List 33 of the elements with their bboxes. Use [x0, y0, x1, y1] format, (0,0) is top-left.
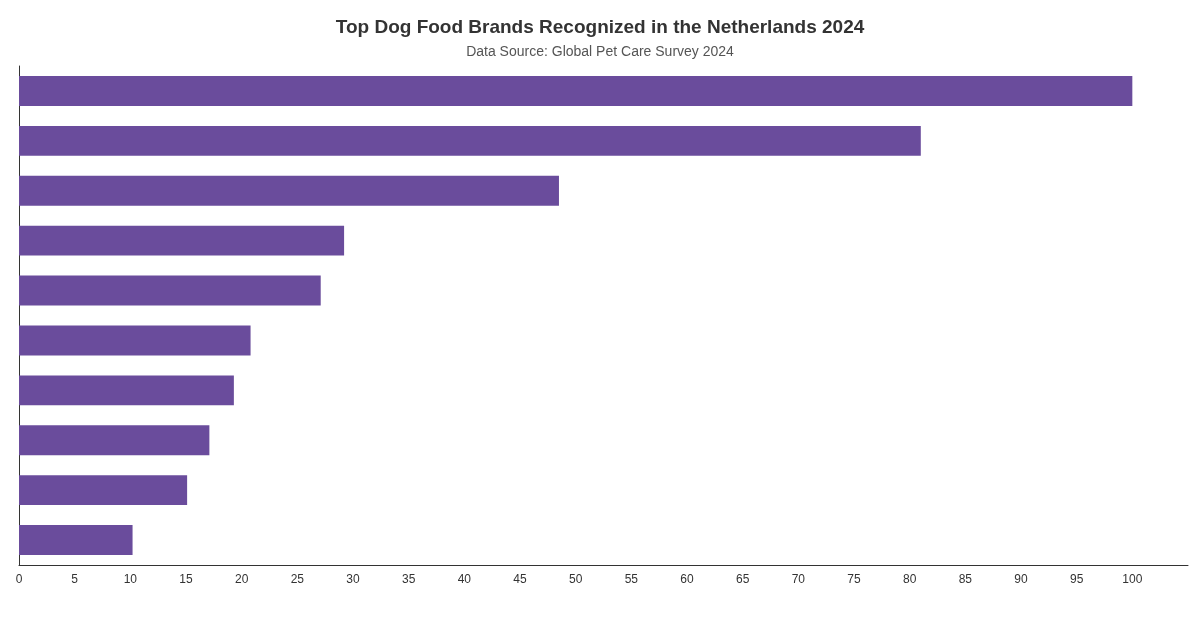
x-tick-label: 10 [123, 572, 138, 586]
x-tick-label: 90 [1014, 572, 1028, 586]
chart-subtitle: Data Source: Global Pet Care Survey 2024 [466, 43, 735, 59]
chart-title: Top Dog Food Brands Recognized in the Netherlands 2024 [335, 16, 865, 37]
bar [19, 475, 188, 506]
x-tick-label: 20 [234, 572, 249, 586]
bar [19, 325, 251, 356]
x-tick-label: 0 [15, 572, 23, 586]
x-tick-label: 30 [346, 572, 360, 586]
x-tick-label: 35 [401, 572, 416, 586]
bar [19, 175, 559, 206]
x-tick-label: 65 [735, 572, 750, 586]
x-tick-label: 45 [513, 572, 527, 586]
x-tick-label: 75 [847, 572, 861, 586]
x-tick-label: 60 [680, 572, 694, 586]
x-tick-label: 50 [568, 572, 583, 586]
x-tick-label: 5 [71, 572, 79, 586]
bar [19, 375, 234, 406]
bar [19, 525, 133, 556]
x-tick-label: 80 [902, 572, 917, 586]
bar [19, 125, 921, 156]
x-tick-label: 85 [958, 572, 973, 586]
x-tick-label: 55 [624, 572, 639, 586]
bar [19, 225, 345, 256]
x-tick-label: 15 [179, 572, 193, 586]
x-tick-label: 70 [791, 572, 806, 586]
bar [19, 275, 321, 306]
bar [19, 75, 1133, 106]
x-tick-label: 25 [290, 572, 305, 586]
x-tick-label: 40 [457, 572, 472, 586]
x-tick-label: 100 [1122, 572, 1143, 586]
x-tick-label: 95 [1069, 572, 1084, 586]
bar [19, 425, 210, 456]
